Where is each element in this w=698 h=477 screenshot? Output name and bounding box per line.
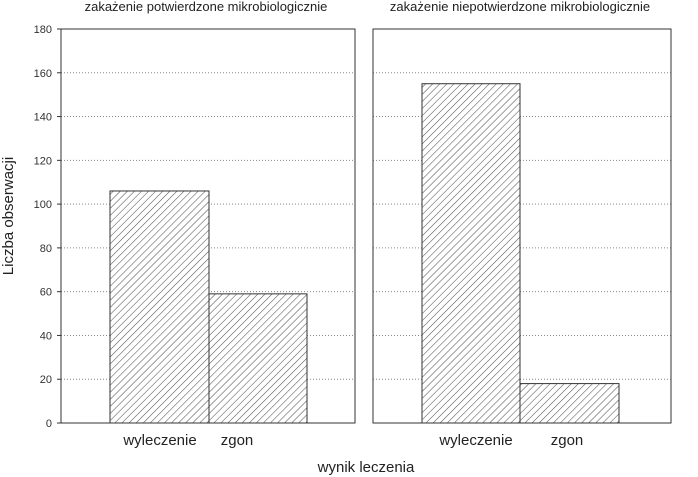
panel-frame-unconfirmed bbox=[372, 28, 672, 424]
bar-zgon bbox=[208, 293, 308, 424]
y-tick-label: 120 bbox=[34, 155, 52, 167]
category-label: zgon bbox=[551, 432, 584, 449]
y-tick-label: 100 bbox=[34, 199, 52, 211]
y-axis-title: Liczba obserwacji bbox=[0, 157, 17, 275]
bar-zgon bbox=[519, 383, 620, 424]
x-axis-title: wynik leczenia bbox=[317, 459, 415, 476]
y-axis: 0 20 40 60 80 100 120 140 160 180 bbox=[34, 24, 61, 430]
category-label: zgon bbox=[221, 432, 254, 449]
y-tick-label: 40 bbox=[40, 330, 52, 342]
y-tick-label: 0 bbox=[46, 418, 52, 430]
y-tick-label: 20 bbox=[40, 374, 52, 386]
panel-title-confirmed: zakażenie potwierdzone mikrobiologicznie bbox=[85, 0, 328, 14]
y-tick-label: 180 bbox=[34, 24, 52, 36]
y-tick-label: 160 bbox=[34, 68, 52, 80]
category-label: wyleczenie bbox=[438, 432, 512, 449]
panel-unconfirmed: zakażenie niepotwierdzone mikrobiologicz… bbox=[372, 0, 672, 449]
bar-wyleczenie bbox=[421, 83, 521, 424]
panel-title-unconfirmed: zakażenie niepotwierdzone mikrobiologicz… bbox=[390, 0, 650, 14]
y-tick-label: 140 bbox=[34, 112, 52, 124]
panel-frame-confirmed bbox=[60, 28, 356, 424]
y-tick-label: 80 bbox=[40, 243, 52, 255]
category-label: wyleczenie bbox=[122, 432, 196, 449]
panel-confirmed: zakażenie potwierdzone mikrobiologicznie… bbox=[60, 0, 356, 449]
y-tick-label: 60 bbox=[40, 287, 52, 299]
bar-wyleczenie bbox=[109, 190, 210, 424]
